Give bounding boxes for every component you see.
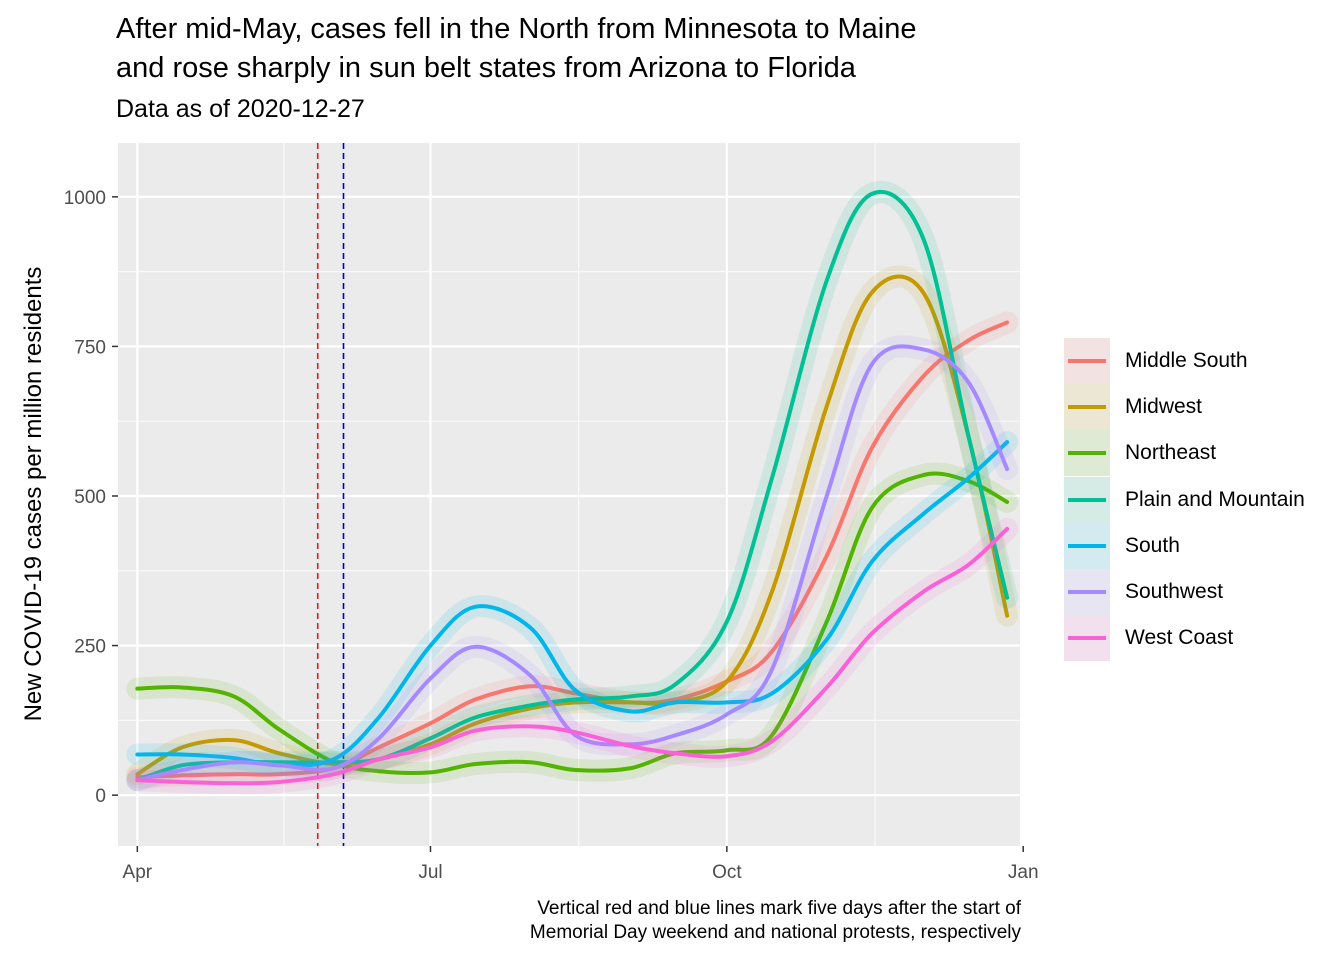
legend-label: Middle South — [1125, 349, 1248, 372]
grid-lines — [118, 143, 1025, 846]
legend-key-line — [1068, 405, 1106, 410]
y-tick-label: 1000 — [64, 188, 106, 209]
legend-key — [1064, 338, 1110, 384]
legend-key — [1064, 522, 1110, 569]
legend-key — [1064, 568, 1110, 615]
chart-subtitle: Data as of 2020-12-27 — [116, 95, 365, 123]
chart-caption: Vertical red and blue lines mark five da… — [530, 897, 1021, 945]
caption-line2: Memorial Day weekend and national protes… — [529, 922, 1021, 943]
legend-label: Plain and Mountain — [1125, 487, 1305, 511]
legend-label: South — [1125, 533, 1180, 557]
series-line — [135, 526, 1010, 786]
legend-key-line — [1068, 636, 1106, 641]
x-tick-label: Jan — [1008, 862, 1039, 883]
legend-key-line — [1068, 543, 1106, 548]
y-tick-label: 500 — [74, 487, 106, 508]
x-tick-label: Jul — [418, 862, 442, 883]
reference-lines — [316, 143, 345, 846]
series-line — [135, 189, 1010, 783]
legend-key-line — [1068, 451, 1106, 456]
chart-title: After mid-May, cases fell in the North f… — [116, 10, 917, 88]
y-tick-label: 250 — [74, 637, 106, 658]
legend-label: West Coast — [1125, 626, 1234, 650]
y-tick-label: 750 — [74, 337, 106, 358]
series-line — [135, 274, 1010, 777]
y-axis: 0 250 500 750 1000 — [64, 188, 118, 807]
legend-key — [1064, 476, 1110, 523]
legend-key — [1064, 384, 1110, 431]
legend-key — [1064, 430, 1110, 477]
legend-key-line — [1068, 359, 1106, 363]
legend-label: Southwest — [1125, 579, 1224, 603]
x-tick-label: Oct — [712, 862, 742, 883]
legend-key-line — [1068, 589, 1106, 594]
legend-key-line — [1068, 497, 1106, 502]
series-line — [135, 344, 1010, 783]
legend-label: Midwest — [1125, 395, 1203, 419]
series-group — [126, 180, 1019, 795]
y-tick-label: 0 — [95, 786, 106, 807]
legend-key — [1064, 615, 1110, 662]
x-axis: Apr Jul Oct Jan — [123, 846, 1039, 883]
legend-label: Northeast — [1125, 441, 1217, 465]
series-line — [135, 471, 1010, 776]
chart-title-line1: After mid-May, cases fell in the North f… — [116, 13, 917, 45]
caption-line1: Vertical red and blue lines mark five da… — [537, 898, 1021, 919]
x-tick-label: Apr — [123, 862, 153, 883]
chart-title-line2: and rose sharply in sun belt states from… — [116, 52, 856, 84]
